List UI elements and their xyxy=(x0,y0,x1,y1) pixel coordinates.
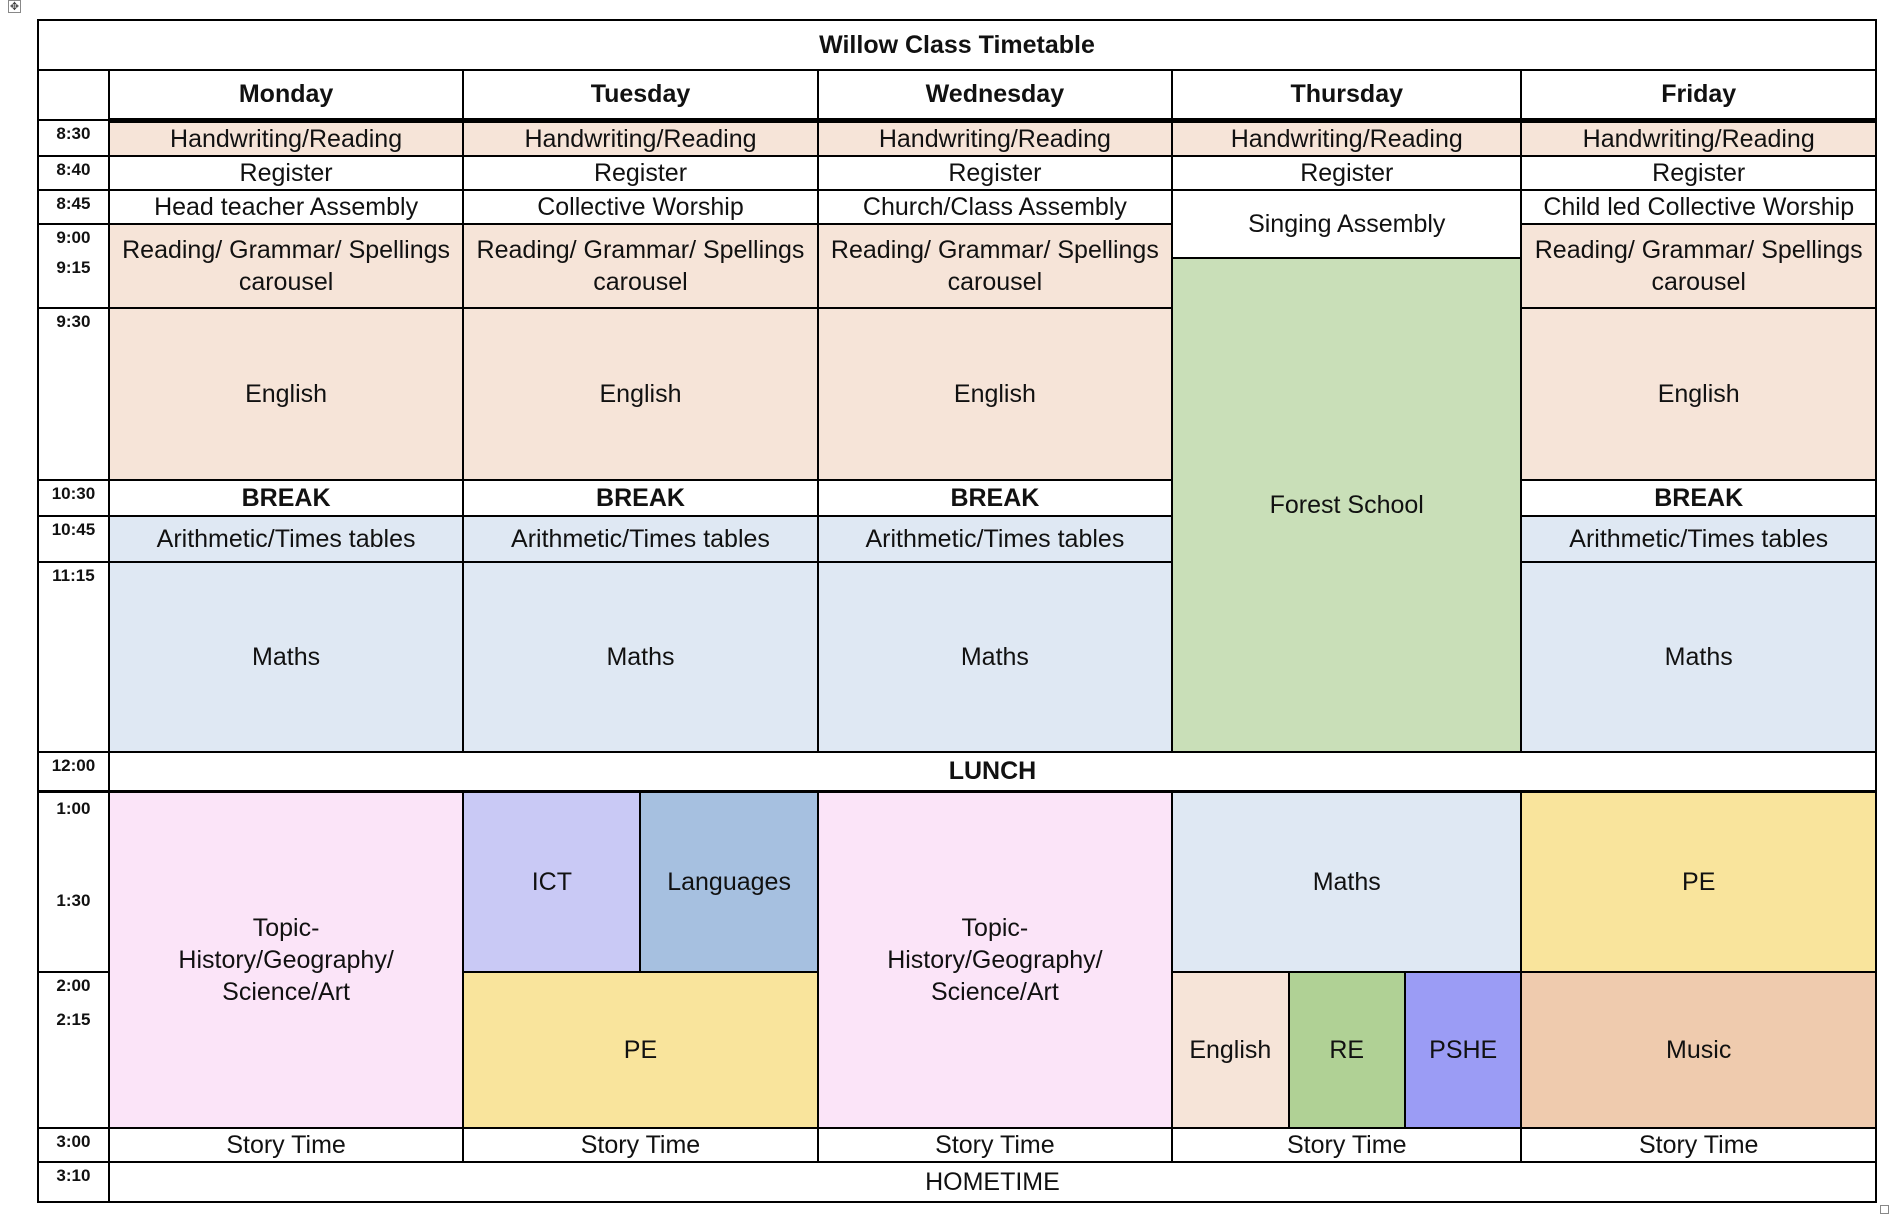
lesson-pe-fri: PE xyxy=(1520,790,1877,973)
lesson-pe-tue: PE xyxy=(462,970,819,1129)
lesson-handwriting-mon: Handwriting/Reading xyxy=(107,119,465,157)
story-time-thu: Story Time xyxy=(1171,1126,1523,1163)
lesson-forest-school-thu: Forest School xyxy=(1171,256,1523,753)
lesson-re-thu: RE xyxy=(1287,970,1406,1129)
time-label: 10:30 xyxy=(37,478,110,517)
lesson-maths-fri: Maths xyxy=(1520,560,1877,753)
timetable: Willow Class Timetable Monday Tuesday We… xyxy=(37,19,1878,1203)
lesson-assembly-wed: Church/Class Assembly xyxy=(816,188,1174,225)
lesson-handwriting-wed: Handwriting/Reading xyxy=(816,119,1174,157)
lesson-reading-carousel-wed: Reading/ Grammar/ Spellings carousel xyxy=(816,222,1174,309)
lesson-register-mon: Register xyxy=(107,154,465,191)
lesson-reading-carousel-fri: Reading/ Grammar/ Spellings carousel xyxy=(1520,222,1877,309)
lesson-english-tue: English xyxy=(462,306,819,481)
time-label: 8:40 xyxy=(37,154,110,191)
lunch-row: LUNCH xyxy=(107,750,1878,793)
lesson-maths-thu: Maths xyxy=(1171,790,1523,973)
story-time-tue: Story Time xyxy=(462,1126,819,1163)
lesson-maths-wed: Maths xyxy=(816,560,1174,753)
lesson-ict-tue: ICT xyxy=(462,790,642,973)
break-wed: BREAK xyxy=(816,478,1174,517)
time-header-blank xyxy=(37,69,110,121)
day-header-friday: Friday xyxy=(1520,69,1877,123)
time-label: 11:15 xyxy=(37,560,110,753)
lesson-english-fri: English xyxy=(1520,306,1877,481)
lesson-handwriting-fri: Handwriting/Reading xyxy=(1520,119,1877,157)
story-time-wed: Story Time xyxy=(816,1126,1174,1163)
lesson-register-wed: Register xyxy=(816,154,1174,191)
lesson-assembly-fri: Child led Collective Worship xyxy=(1520,188,1877,225)
time-label: 1:00 xyxy=(56,799,91,818)
break-mon: BREAK xyxy=(107,478,465,517)
lesson-languages-tue: Languages xyxy=(639,790,819,973)
timetable-title: Willow Class Timetable xyxy=(37,19,1877,71)
lesson-arithmetic-mon: Arithmetic/Times tables xyxy=(107,514,465,563)
story-time-mon: Story Time xyxy=(107,1126,465,1163)
day-header-wednesday: Wednesday xyxy=(816,69,1174,123)
lesson-arithmetic-wed: Arithmetic/Times tables xyxy=(816,514,1174,563)
lesson-register-tue: Register xyxy=(462,154,819,191)
time-label: 10:45 xyxy=(37,514,110,563)
time-label: 9:15 xyxy=(56,257,91,277)
time-label-group: 2:00 2:15 xyxy=(37,970,110,1129)
story-time-fri: Story Time xyxy=(1520,1126,1877,1163)
table-move-handle-icon[interactable]: ✥ xyxy=(8,0,21,13)
time-label-group: 1:00 1:30 xyxy=(37,790,110,973)
day-header-tuesday: Tuesday xyxy=(462,69,819,123)
time-label: 2:00 xyxy=(56,975,91,995)
time-label: 3:10 xyxy=(37,1160,110,1203)
lesson-register-fri: Register xyxy=(1520,154,1877,191)
lesson-handwriting-thu: Handwriting/Reading xyxy=(1171,119,1523,157)
lesson-music-fri: Music xyxy=(1520,970,1877,1129)
time-label: 9:30 xyxy=(37,306,110,481)
lesson-arithmetic-fri: Arithmetic/Times tables xyxy=(1520,514,1877,563)
time-label-group: 9:00 9:15 xyxy=(37,222,110,309)
time-label: 8:30 xyxy=(37,119,110,157)
lesson-handwriting-tue: Handwriting/Reading xyxy=(462,119,819,157)
day-header-monday: Monday xyxy=(107,69,465,123)
break-fri: BREAK xyxy=(1520,478,1877,517)
lesson-english-thu: English xyxy=(1171,970,1290,1129)
time-label: 1:30 xyxy=(56,891,91,910)
time-label: 3:00 xyxy=(37,1126,110,1163)
break-tue: BREAK xyxy=(462,478,819,517)
time-label: 8:45 xyxy=(37,188,110,225)
lesson-english-mon: English xyxy=(107,306,465,481)
lesson-topic-wed: Topic-History/Geography/ Science/Art xyxy=(816,790,1174,1129)
lesson-assembly-thu: Singing Assembly xyxy=(1171,188,1523,259)
lesson-pshe-thu: PSHE xyxy=(1403,970,1523,1129)
lesson-arithmetic-tue: Arithmetic/Times tables xyxy=(462,514,819,563)
table-resize-handle-icon[interactable] xyxy=(1880,1205,1889,1214)
lesson-reading-carousel-mon: Reading/ Grammar/ Spellings carousel xyxy=(107,222,465,309)
lesson-register-thu: Register xyxy=(1171,154,1523,191)
lesson-assembly-tue: Collective Worship xyxy=(462,188,819,225)
lesson-reading-carousel-tue: Reading/ Grammar/ Spellings carousel xyxy=(462,222,819,309)
lesson-maths-tue: Maths xyxy=(462,560,819,753)
lesson-topic-mon: Topic-History/Geography/ Science/Art xyxy=(107,790,465,1129)
lesson-maths-mon: Maths xyxy=(107,560,465,753)
day-header-thursday: Thursday xyxy=(1171,69,1523,123)
time-label: 9:00 xyxy=(56,227,91,247)
hometime-row: HOMETIME xyxy=(107,1160,1878,1203)
time-label: 12:00 xyxy=(37,750,110,793)
time-label: 2:15 xyxy=(56,1009,91,1029)
lesson-english-wed: English xyxy=(816,306,1174,481)
lesson-assembly-mon: Head teacher Assembly xyxy=(107,188,465,225)
